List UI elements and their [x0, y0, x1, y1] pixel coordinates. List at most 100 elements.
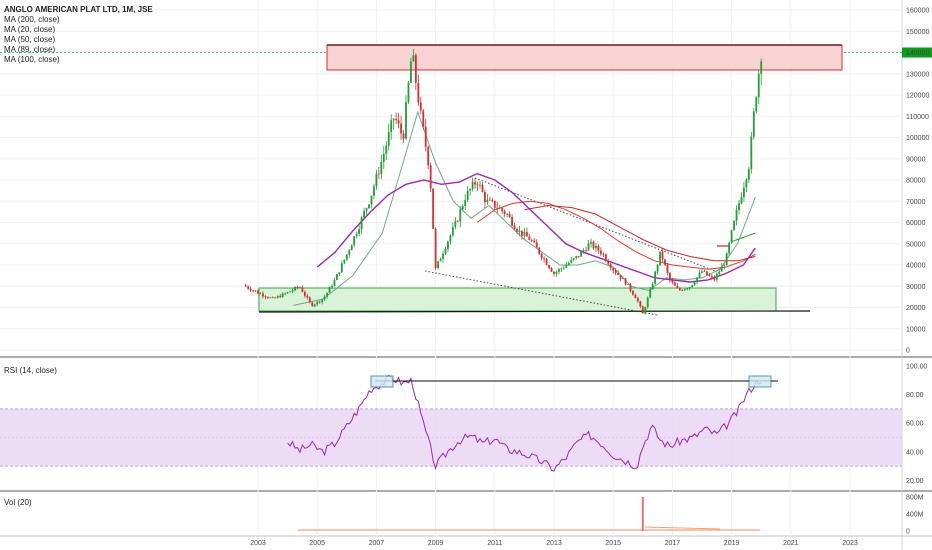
candle-body — [439, 258, 442, 262]
candle-body — [673, 282, 676, 286]
candle-body — [669, 272, 671, 281]
candle-body — [592, 241, 595, 249]
volume-tick-label: 800M — [906, 495, 924, 502]
candle-body — [659, 251, 661, 265]
candle-body — [696, 277, 698, 283]
volume-tick-label: 400M — [906, 512, 924, 519]
legend-ma89[interactable]: MA (89, close) — [4, 45, 56, 54]
legend-ma100[interactable]: MA (100, close) — [4, 55, 60, 64]
candle-body — [533, 240, 536, 243]
legend-ma50[interactable]: MA (50, close) — [4, 35, 56, 44]
candle-body — [713, 277, 716, 280]
candle-body — [535, 242, 538, 248]
candle-body — [498, 208, 501, 209]
trendline-upper — [474, 177, 716, 272]
volume-bars — [644, 526, 721, 530]
candle-body — [491, 199, 494, 201]
candle-body — [577, 256, 580, 257]
candle-body — [619, 275, 622, 279]
candle-body — [456, 221, 459, 223]
candle-body — [646, 297, 649, 308]
candle-body — [294, 286, 296, 291]
volume-legend[interactable]: Vol (20) — [4, 498, 32, 507]
candle-body — [609, 264, 612, 269]
candle-body — [622, 278, 624, 280]
candle-body — [422, 110, 425, 127]
candle-body — [602, 253, 605, 255]
candle-body — [715, 273, 718, 280]
candle-body — [560, 268, 563, 270]
candle-body — [296, 286, 299, 288]
candle-body — [516, 229, 518, 232]
candle-body — [402, 133, 405, 139]
moving-average-line — [731, 232, 756, 243]
candle-body — [558, 269, 560, 272]
candle-body — [247, 286, 250, 289]
time-tick-label: 2009 — [428, 540, 444, 547]
candle-body — [262, 293, 264, 297]
time-tick-label: 2017 — [665, 540, 681, 547]
candle-body — [373, 186, 375, 196]
candle-body — [471, 181, 474, 190]
candle-body — [599, 250, 602, 254]
candle-body — [257, 290, 259, 294]
candle-body — [299, 287, 301, 289]
candle-body — [708, 274, 711, 277]
candle-body — [656, 264, 659, 272]
candle-body — [449, 235, 452, 242]
candle-body — [400, 123, 402, 134]
candle-body — [538, 247, 541, 254]
price-tick-label: 80000 — [906, 178, 926, 185]
time-tick-label: 2011 — [487, 540, 502, 547]
candle-body — [340, 263, 343, 273]
candle-body — [377, 173, 380, 175]
candle-body — [397, 120, 400, 124]
candle-body — [343, 259, 346, 264]
candle-body — [654, 271, 657, 284]
candle-body — [486, 199, 489, 203]
candle-body — [274, 297, 277, 299]
candle-body — [528, 236, 531, 241]
candle-body — [286, 292, 289, 294]
candle-body — [760, 61, 763, 74]
legend-ma200[interactable]: MA (200, close) — [4, 15, 60, 24]
candle-body — [624, 278, 627, 285]
candle-body — [661, 251, 664, 260]
candle-body — [264, 296, 267, 298]
candle-body — [545, 259, 548, 266]
candle-body — [683, 289, 686, 291]
legend-ma20[interactable]: MA (20, close) — [4, 25, 56, 34]
price-tick-label: 60000 — [906, 220, 926, 227]
rsi-legend[interactable]: RSI (14, close) — [4, 366, 57, 375]
volume-spike-bar — [641, 497, 644, 531]
resistance-zone — [326, 44, 843, 71]
candle-body — [649, 289, 652, 298]
candle-body — [757, 73, 760, 98]
candle-body — [338, 272, 341, 275]
price-tick-label: 110000 — [906, 114, 929, 121]
candle-body — [688, 287, 691, 289]
time-tick-label: 2019 — [724, 540, 740, 547]
candle-body — [553, 271, 555, 274]
candle-body — [666, 264, 669, 273]
price-tick-label: 100000 — [906, 135, 929, 142]
candle-body — [333, 280, 336, 287]
candle-body — [279, 296, 282, 298]
candle-body — [585, 250, 587, 251]
candle-body — [385, 145, 388, 154]
candle-body — [530, 240, 533, 241]
price-tick-label: 120000 — [906, 93, 929, 100]
candle-body — [747, 169, 750, 180]
price-tick-label: 0 — [906, 348, 910, 355]
candle-body — [479, 184, 481, 186]
candle-body — [678, 288, 681, 291]
candle-body — [308, 297, 311, 303]
moving-average-line — [293, 110, 756, 306]
candle-body — [641, 306, 644, 314]
candle-body — [503, 211, 506, 215]
candle-body — [266, 297, 269, 298]
price-tick-label: 50000 — [906, 241, 926, 248]
candle-body — [350, 245, 353, 251]
rsi-tick-label: 20.00 — [906, 478, 924, 485]
